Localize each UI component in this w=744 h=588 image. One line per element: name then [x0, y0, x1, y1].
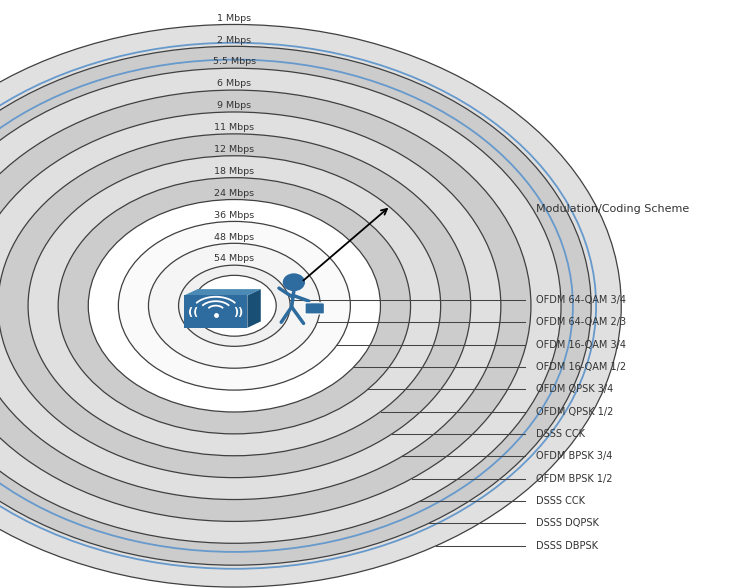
Ellipse shape — [89, 199, 380, 412]
FancyBboxPatch shape — [305, 303, 324, 314]
Text: 5.5 Mbps: 5.5 Mbps — [213, 58, 256, 66]
Polygon shape — [185, 289, 261, 296]
Ellipse shape — [0, 46, 591, 565]
Ellipse shape — [193, 275, 276, 336]
Text: )): )) — [234, 306, 243, 317]
Text: 11 Mbps: 11 Mbps — [214, 123, 254, 132]
Text: 24 Mbps: 24 Mbps — [214, 189, 254, 198]
Polygon shape — [247, 289, 261, 328]
Text: DSSS DBPSK: DSSS DBPSK — [536, 540, 597, 551]
Text: DSSS CCK: DSSS CCK — [536, 496, 585, 506]
Text: 12 Mbps: 12 Mbps — [214, 145, 254, 154]
Text: 18 Mbps: 18 Mbps — [214, 167, 254, 176]
Ellipse shape — [179, 265, 290, 346]
Bar — [185, 296, 247, 328]
Text: DSSS DQPSK: DSSS DQPSK — [536, 518, 599, 529]
Ellipse shape — [0, 25, 621, 587]
Text: OFDM QPSK 3/4: OFDM QPSK 3/4 — [536, 384, 613, 395]
Text: OFDM 64-QAM 2/3: OFDM 64-QAM 2/3 — [536, 317, 626, 328]
Text: 2 Mbps: 2 Mbps — [217, 36, 251, 45]
Text: OFDM 64-QAM 3/4: OFDM 64-QAM 3/4 — [536, 295, 626, 305]
Text: OFDM BPSK 1/2: OFDM BPSK 1/2 — [536, 473, 612, 484]
Text: 48 Mbps: 48 Mbps — [214, 232, 254, 242]
Circle shape — [283, 274, 304, 290]
Ellipse shape — [0, 134, 471, 477]
Text: OFDM QPSK 1/2: OFDM QPSK 1/2 — [536, 406, 613, 417]
Ellipse shape — [118, 222, 350, 390]
Ellipse shape — [28, 156, 440, 456]
Ellipse shape — [58, 178, 411, 434]
Text: 9 Mbps: 9 Mbps — [217, 101, 251, 110]
Text: 36 Mbps: 36 Mbps — [214, 211, 254, 220]
Text: OFDM 16-QAM 3/4: OFDM 16-QAM 3/4 — [536, 339, 626, 350]
Text: 1 Mbps: 1 Mbps — [217, 14, 251, 23]
Ellipse shape — [149, 243, 320, 368]
Text: 54 Mbps: 54 Mbps — [214, 255, 254, 263]
Text: ((: (( — [187, 306, 198, 317]
Text: DSSS CCK: DSSS CCK — [536, 429, 585, 439]
Ellipse shape — [0, 90, 531, 522]
Text: 6 Mbps: 6 Mbps — [217, 79, 251, 88]
Ellipse shape — [0, 112, 501, 500]
Text: OFDM 16-QAM 1/2: OFDM 16-QAM 1/2 — [536, 362, 626, 372]
Text: Modulation/Coding Scheme: Modulation/Coding Scheme — [536, 203, 689, 214]
Text: OFDM BPSK 3/4: OFDM BPSK 3/4 — [536, 451, 612, 462]
Ellipse shape — [0, 68, 561, 543]
